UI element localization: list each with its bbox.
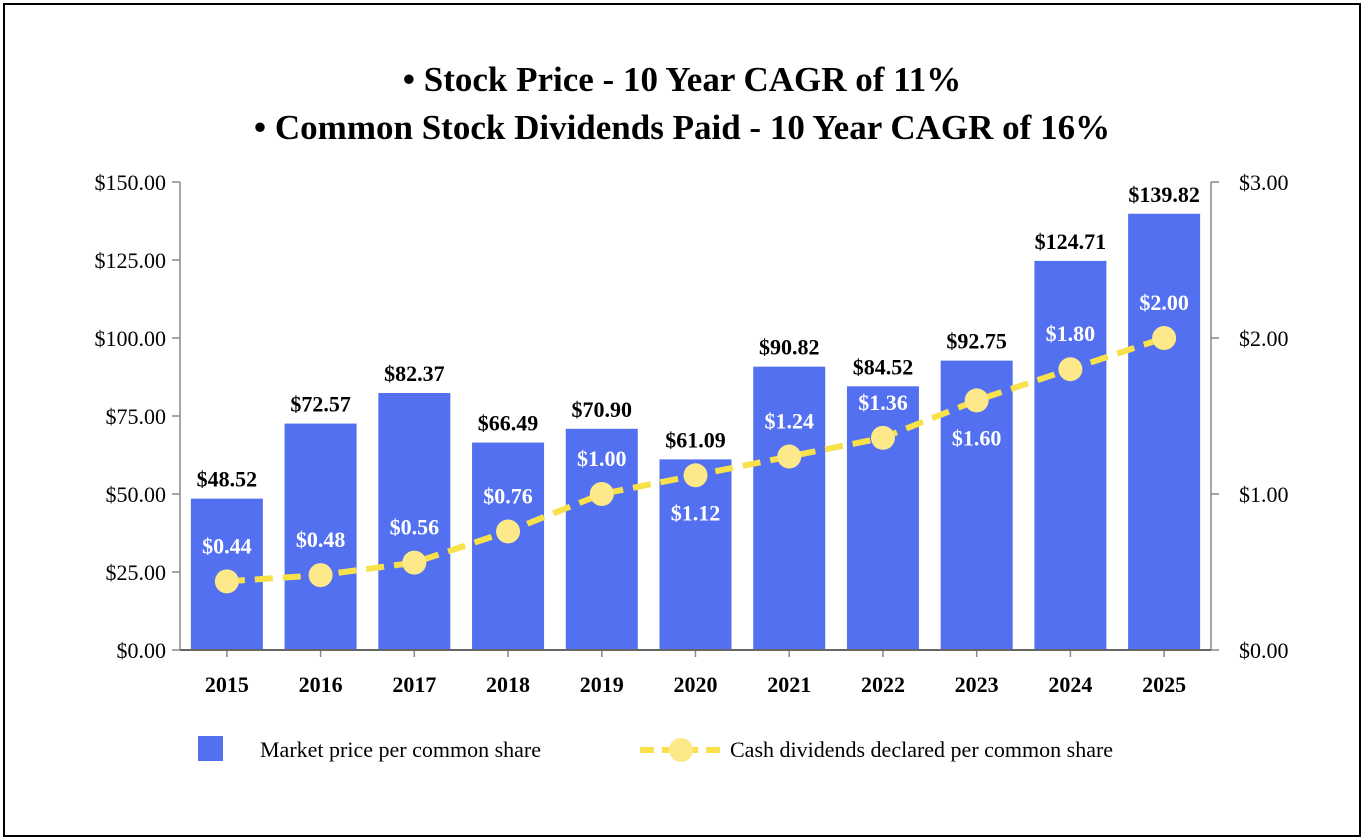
left-tick-label: $75.00 xyxy=(106,404,167,429)
dividend-marker-2024 xyxy=(1058,357,1083,382)
dividend-marker-2020 xyxy=(683,463,708,488)
dividend-marker-2015 xyxy=(214,569,239,594)
left-tick-label: $50.00 xyxy=(106,482,167,507)
dividend-marker-2019 xyxy=(589,482,614,506)
bar-label-2019: $70.90 xyxy=(572,397,633,422)
right-tick-label: $1.00 xyxy=(1239,482,1289,507)
bar-label-2024: $124.71 xyxy=(1035,229,1107,254)
dividend-marker-2022 xyxy=(870,425,895,450)
dividend-marker-2023 xyxy=(964,388,989,413)
right-tick-label: $0.00 xyxy=(1239,638,1289,663)
bar-label-2017: $82.37 xyxy=(384,361,445,386)
bar-2024 xyxy=(1034,260,1107,650)
bar-label-2018: $66.49 xyxy=(478,411,539,436)
bar-2018 xyxy=(472,442,545,650)
left-tick-label: $150.00 xyxy=(95,170,167,195)
x-tick-label-2020: 2020 xyxy=(674,672,718,697)
x-tick-label-2019: 2019 xyxy=(580,672,624,697)
chart-title-line-1: • Stock Price - 10 Year CAGR of 11% xyxy=(402,60,962,99)
chart-frame xyxy=(3,3,1361,837)
legend-label-bars: Market price per common share xyxy=(260,737,541,762)
bar-label-2021: $90.82 xyxy=(759,335,820,360)
x-tick-label-2024: 2024 xyxy=(1048,672,1092,697)
bar-2016 xyxy=(284,423,357,650)
legend-swatch-bars xyxy=(198,736,223,761)
dividend-marker-2021 xyxy=(777,444,802,469)
dividend-label-2023: $1.60 xyxy=(952,425,1002,450)
x-tick-label-2021: 2021 xyxy=(767,672,811,697)
legend-swatch-marker xyxy=(669,738,693,762)
bar-label-2020: $61.09 xyxy=(665,427,726,452)
dividend-marker-2025 xyxy=(1152,326,1177,350)
dividend-label-2017: $0.56 xyxy=(390,515,440,540)
left-tick-label: $25.00 xyxy=(106,560,167,585)
dividend-label-2019: $1.00 xyxy=(577,446,627,471)
bar-label-2015: $48.52 xyxy=(197,467,258,492)
right-tick-label: $2.00 xyxy=(1239,326,1289,351)
bar-2017 xyxy=(378,393,451,650)
x-tick-label-2023: 2023 xyxy=(955,672,999,697)
left-tick-label: $100.00 xyxy=(95,326,167,351)
dividend-label-2022: $1.36 xyxy=(858,390,908,415)
bar-2025 xyxy=(1128,213,1201,650)
bar-label-2023: $92.75 xyxy=(946,329,1007,354)
right-tick-label: $3.00 xyxy=(1239,170,1289,195)
bar-label-2025: $139.82 xyxy=(1128,182,1200,207)
dividend-marker-2017 xyxy=(402,550,427,575)
dividend-label-2016: $0.48 xyxy=(296,527,346,552)
bar-label-2022: $84.52 xyxy=(853,354,914,379)
left-tick-label: $0.00 xyxy=(117,638,167,663)
left-tick-label: $125.00 xyxy=(95,248,167,273)
x-tick-label-2018: 2018 xyxy=(486,672,530,697)
chart-title-line-2: • Common Stock Dividends Paid - 10 Year … xyxy=(253,108,1111,147)
dividend-label-2024: $1.80 xyxy=(1046,321,1096,346)
bar-2020 xyxy=(659,459,732,650)
x-tick-label-2017: 2017 xyxy=(392,672,436,697)
dividend-label-2021: $1.24 xyxy=(764,409,814,434)
dividend-label-2020: $1.12 xyxy=(671,500,721,525)
x-tick-label-2025: 2025 xyxy=(1142,672,1186,697)
dividend-label-2025: $2.00 xyxy=(1139,290,1189,315)
bar-label-2016: $72.57 xyxy=(290,392,351,417)
dividend-marker-2018 xyxy=(496,519,521,544)
x-tick-label-2016: 2016 xyxy=(299,672,343,697)
dividend-marker-2016 xyxy=(308,563,333,588)
x-tick-label-2022: 2022 xyxy=(861,672,905,697)
bar-2021 xyxy=(753,366,826,650)
legend-label-line: Cash dividends declared per common share xyxy=(730,737,1113,762)
dividend-label-2015: $0.44 xyxy=(202,533,252,558)
dividend-label-2018: $0.76 xyxy=(483,483,533,508)
bar-2019 xyxy=(565,428,638,650)
x-tick-label-2015: 2015 xyxy=(205,672,249,697)
